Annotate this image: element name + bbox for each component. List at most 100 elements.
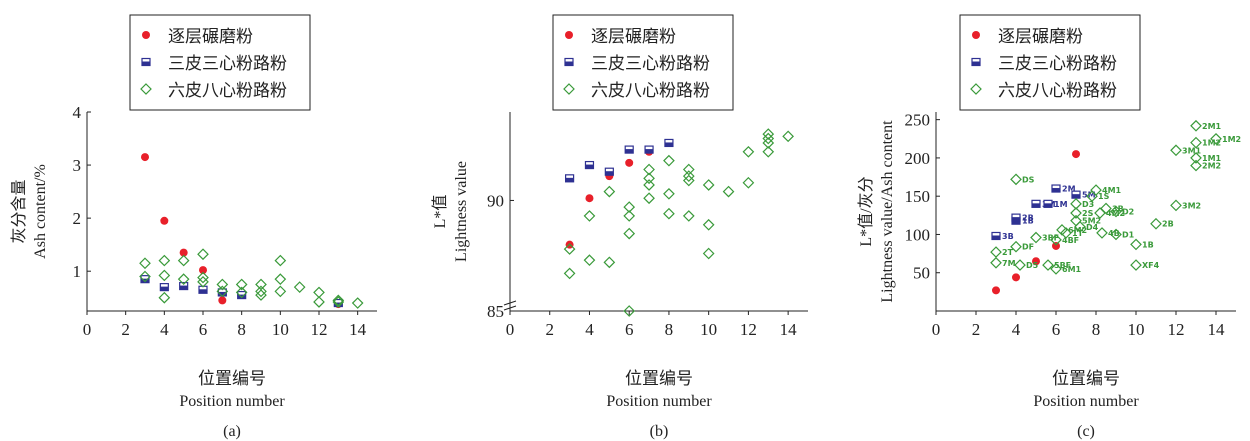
data-point (663, 154, 675, 167)
y-tick-label: 50 (913, 264, 930, 283)
legend-marker (142, 31, 150, 39)
data-point (1010, 173, 1022, 186)
data-point (1190, 119, 1202, 132)
legend-entry: 三皮三心粉路粉 (168, 54, 287, 73)
data-point (1042, 259, 1054, 271)
series-square (564, 138, 674, 183)
data-point-fill (664, 142, 673, 147)
point-label: 4BF (1062, 236, 1079, 245)
data-point (1150, 217, 1162, 230)
legend-box (552, 14, 734, 111)
x-tick-label: 8 (1092, 320, 1101, 339)
data-point (682, 163, 695, 176)
data-point (643, 172, 655, 185)
x-tick-label: 10 (1128, 320, 1145, 339)
point-label: D1 (1122, 230, 1135, 239)
point-label: 1B (1022, 217, 1034, 226)
x-tick-label: 2 (121, 320, 130, 339)
data-point (1110, 205, 1122, 218)
x-tick-label: 4 (585, 320, 594, 339)
y-axis-label-en: Lightness value (453, 161, 470, 262)
series-circle (141, 153, 343, 309)
x-tick-label: 6 (625, 320, 634, 339)
x-axis-label-en: Position number (606, 393, 712, 410)
data-point (197, 275, 209, 288)
data-point (643, 163, 655, 176)
y-tick-label: 2 (73, 209, 82, 228)
data-point-fill (585, 164, 594, 169)
data-point (255, 289, 267, 301)
data-point (274, 254, 287, 267)
data-point (216, 285, 229, 298)
series-circle (992, 150, 1080, 295)
data-point (762, 132, 775, 145)
data-point-fill (218, 291, 227, 296)
data-point (235, 278, 248, 291)
point-label: XF4 (1142, 261, 1160, 270)
x-tick-label: 12 (1168, 320, 1185, 339)
legend-entry: 逐层碾磨粉 (591, 27, 676, 46)
legend-marker (140, 83, 152, 95)
point-label: 1M2 (1202, 139, 1221, 148)
data-point (235, 286, 248, 299)
data-point (682, 170, 695, 182)
data-point (702, 218, 715, 231)
y-tick-label: 90 (487, 191, 504, 210)
data-point (563, 267, 576, 280)
point-label: 4M1 (1102, 186, 1122, 195)
data-point (332, 296, 345, 308)
point-label: 2S (1082, 209, 1094, 218)
data-point (179, 248, 188, 257)
data-point (563, 243, 576, 255)
point-label: D2 (1122, 208, 1134, 217)
data-point-fill (179, 285, 188, 290)
point-label: 1M2 (1222, 135, 1241, 144)
x-axis-label-en: Position number (1033, 393, 1139, 410)
data-point-fill (1044, 203, 1052, 208)
series-diamond (563, 128, 794, 317)
x-tick-label: 12 (740, 320, 757, 339)
data-point-fill (992, 235, 1000, 240)
point-label: D3 (1082, 200, 1094, 209)
data-point (218, 296, 227, 305)
point-label: 1M1 (1202, 154, 1222, 163)
point-label: 1T (1072, 229, 1084, 238)
point-label: 1M (1054, 200, 1068, 209)
axis-break-mark (503, 300, 517, 311)
data-point (762, 145, 775, 158)
legend-entry: 六皮八心粉路粉 (998, 81, 1117, 100)
legend-entry: 逐层碾磨粉 (998, 27, 1083, 46)
series-square: 3B1B2B3M1M2M5M (991, 184, 1096, 241)
legend-marker (563, 83, 575, 95)
data-point (1190, 159, 1202, 172)
x-tick-label: 2 (545, 320, 554, 339)
data-point-fill (199, 289, 207, 294)
data-point (313, 296, 325, 308)
data-point (643, 179, 655, 191)
point-label: DS (1022, 175, 1035, 184)
legend-marker-fill (142, 61, 150, 66)
data-point (274, 285, 287, 298)
data-point (702, 247, 715, 260)
data-point (197, 271, 209, 284)
data-point (1074, 220, 1086, 233)
data-point (1060, 227, 1072, 239)
point-label: 2M1 (1202, 122, 1222, 131)
data-point (623, 305, 636, 317)
data-point (1014, 259, 1026, 271)
data-point (742, 145, 755, 158)
data-point (623, 201, 636, 213)
y-axis-label-cn: 灰分含量 (10, 179, 28, 243)
data-point (1170, 144, 1182, 157)
point-label: 4B (1108, 229, 1120, 238)
y-tick-label: 1 (73, 262, 82, 281)
point-label: 2B (1162, 220, 1174, 229)
data-point-fill (1012, 220, 1020, 225)
data-point (1130, 238, 1142, 251)
data-point (1050, 233, 1062, 246)
data-point (623, 227, 636, 240)
point-label: 7M (1002, 259, 1016, 268)
data-point (682, 210, 695, 222)
